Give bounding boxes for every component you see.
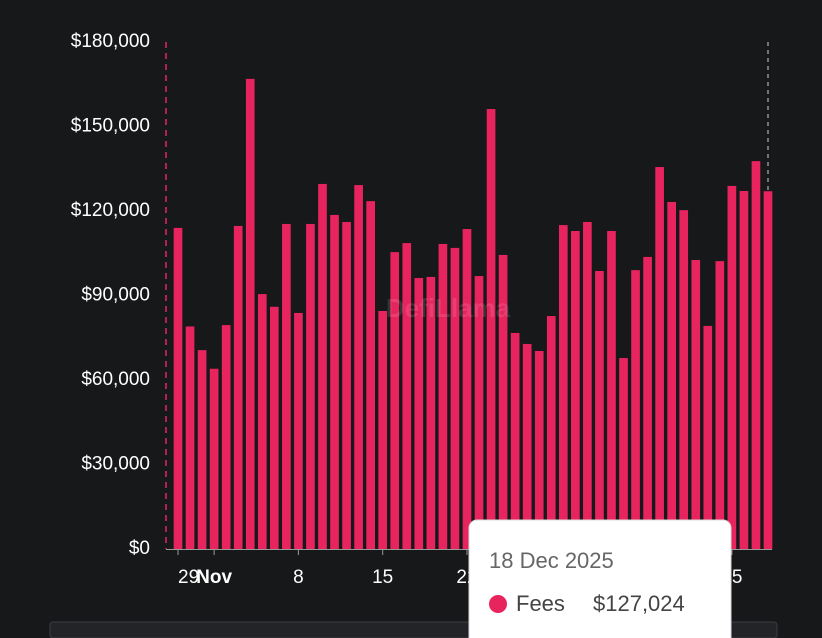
bar [221, 325, 231, 549]
tooltip-box [468, 519, 732, 638]
bar [378, 310, 388, 549]
bar [450, 247, 460, 550]
bar [655, 167, 664, 549]
bar [703, 325, 713, 549]
bar [691, 260, 701, 549]
x-tick-label: Nov [196, 567, 232, 588]
bar [763, 191, 773, 549]
bar [679, 210, 689, 549]
bar [426, 276, 436, 549]
bar [342, 221, 351, 550]
bar [330, 214, 339, 549]
bar [438, 243, 448, 549]
tooltip-series: Fees [516, 591, 565, 616]
bar [498, 254, 508, 549]
bar [414, 278, 424, 549]
bar [269, 306, 279, 549]
bar [462, 229, 472, 549]
bar [474, 276, 484, 549]
y-tick-label: $180,000 [71, 31, 150, 52]
watermark: DefiLlama [386, 293, 511, 323]
tooltip-date: 18 Dec 2025 [489, 548, 614, 573]
bar [209, 368, 219, 549]
bar [294, 312, 303, 549]
bar [245, 78, 255, 550]
y-tick-label: $0 [129, 538, 150, 559]
bar [667, 201, 677, 549]
bar [546, 316, 556, 549]
x-tick-label: 8 [293, 567, 304, 588]
tooltip: 18 Dec 2025 Fees $127,024 [468, 519, 732, 638]
y-tick-label: $150,000 [71, 116, 150, 137]
y-tick-label: $120,000 [71, 200, 150, 221]
bar [727, 185, 737, 549]
bar [173, 227, 183, 549]
bar [619, 358, 628, 549]
bar [510, 332, 520, 549]
bar [583, 221, 592, 550]
bar [558, 225, 568, 550]
bar [751, 161, 761, 549]
x-tick-label: 15 [372, 567, 393, 588]
y-tick-label: $60,000 [81, 369, 150, 390]
bar [390, 252, 400, 549]
bar [257, 294, 267, 549]
bar [402, 243, 412, 550]
bar [318, 183, 327, 549]
tooltip-swatch [489, 595, 507, 613]
bar [233, 225, 243, 549]
bar [282, 223, 291, 549]
bar [354, 185, 363, 549]
bar [595, 270, 604, 549]
bar [197, 350, 207, 549]
bar [571, 230, 580, 549]
x-tick-label: 29 [178, 567, 199, 588]
bar [306, 223, 315, 549]
bar [522, 343, 532, 549]
bar [715, 261, 725, 549]
y-tick-label: $30,000 [81, 454, 150, 475]
y-tick-label: $90,000 [81, 285, 150, 306]
tooltip-value: $127,024 [593, 591, 685, 616]
bar [643, 256, 652, 549]
bar [631, 270, 640, 549]
bar [185, 326, 195, 549]
bar [486, 109, 496, 549]
bar [739, 191, 749, 550]
bar [607, 230, 616, 549]
plot-area: $0 $30,000 $60,000 $90,000 $120,000 $150,000 $… [71, 31, 773, 588]
bar [534, 350, 544, 549]
bar [366, 201, 375, 549]
